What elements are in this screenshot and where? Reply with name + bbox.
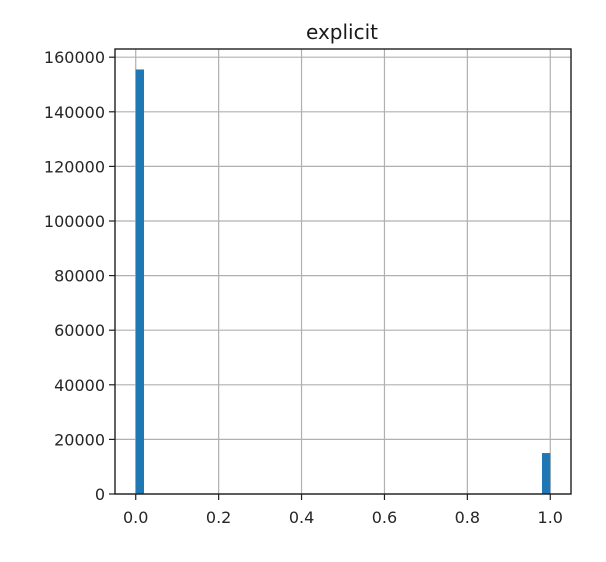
x-tick-label: 0.8 xyxy=(455,508,480,527)
y-tick-label: 140000 xyxy=(44,103,105,122)
y-tick-label: 80000 xyxy=(54,267,105,286)
x-axis-ticks: 0.0 0.2 0.4 0.6 0.8 1.0 xyxy=(123,494,563,527)
histogram-bar xyxy=(541,453,551,494)
x-tick-label: 0.0 xyxy=(123,508,148,527)
axes xyxy=(114,48,572,495)
histogram-bar xyxy=(135,69,145,494)
y-axis-ticks: 0 20000 40000 60000 80000 100000 120000 140000 1… xyxy=(44,48,115,504)
chart-title: explicit xyxy=(306,20,378,44)
y-tick-label: 120000 xyxy=(44,157,105,176)
x-tick-label: 1.0 xyxy=(538,508,563,527)
grid-lines xyxy=(115,49,571,495)
y-tick-label: 20000 xyxy=(54,430,105,449)
y-tick-label: 60000 xyxy=(54,321,105,340)
y-tick-label: 40000 xyxy=(54,376,105,395)
y-tick-label: 100000 xyxy=(44,212,105,231)
plot-frame xyxy=(114,48,572,495)
y-tick-label: 0 xyxy=(95,485,105,504)
histogram-bars xyxy=(135,69,551,494)
x-tick-label: 0.6 xyxy=(372,508,397,527)
x-tick-label: 0.4 xyxy=(289,508,314,527)
y-tick-label: 160000 xyxy=(44,48,105,67)
x-tick-label: 0.2 xyxy=(206,508,231,527)
